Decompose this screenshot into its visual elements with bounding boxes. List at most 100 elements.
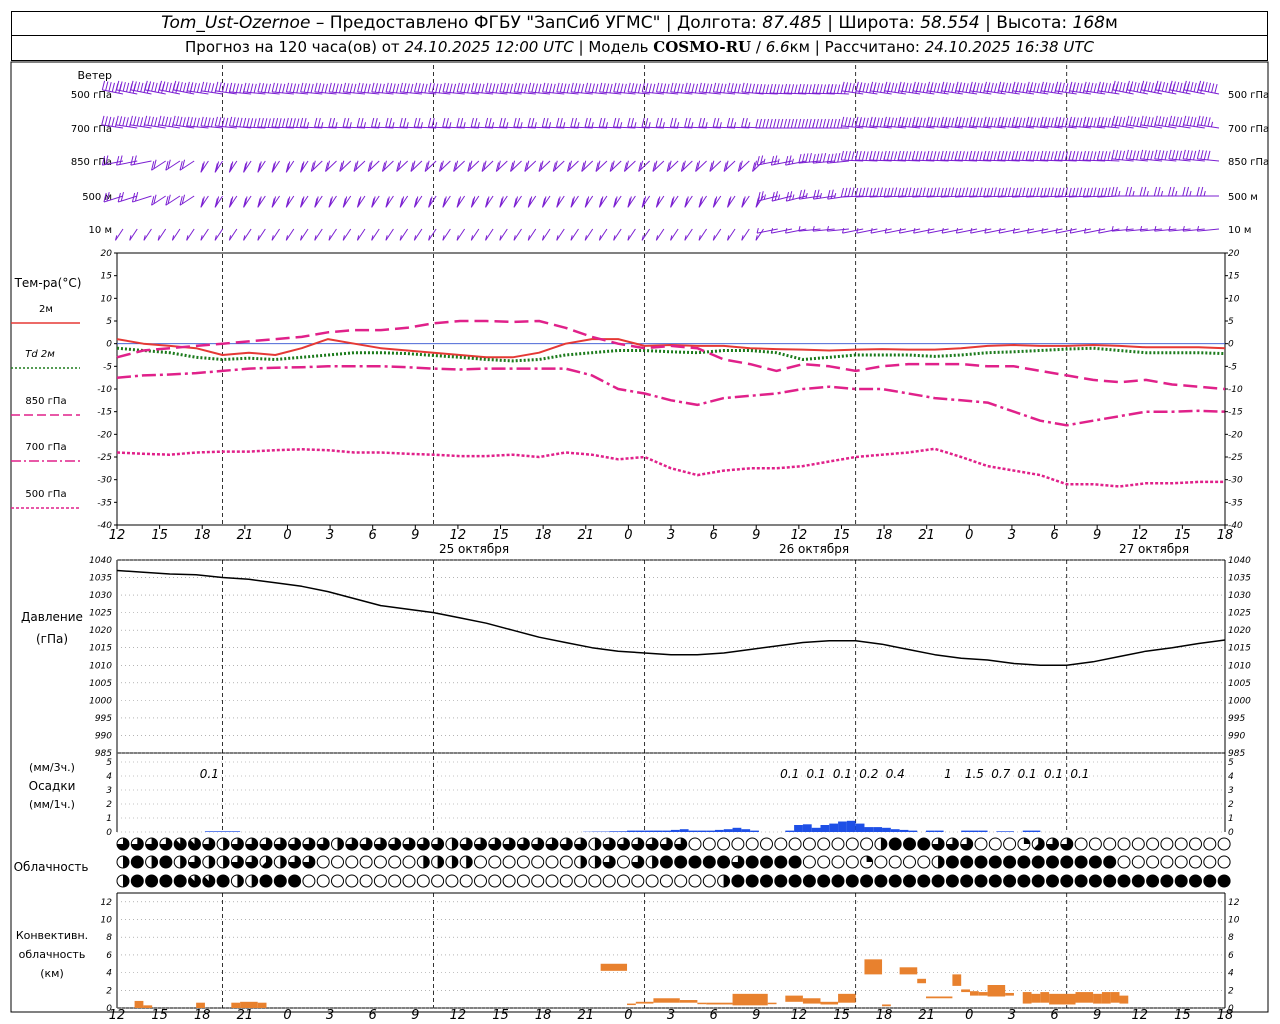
wind-barb: [756, 228, 778, 234]
wind-barb-feather: [1082, 150, 1086, 161]
wind-barb-feather: [915, 187, 919, 198]
wind-barb-feather: [215, 161, 220, 171]
wind-barb-feather: [1107, 117, 1111, 128]
wind-barb-feather: [869, 150, 873, 161]
cloud-fill: [660, 838, 673, 850]
wind-barb-feather: [1140, 80, 1145, 90]
wind-barb-feather: [836, 118, 841, 129]
wind-barb: [556, 117, 579, 129]
wind-barb-feather: [495, 83, 499, 94]
wind-barb-feather: [105, 81, 109, 91]
wind-barb: [1041, 228, 1063, 234]
prec-bar: [609, 831, 619, 832]
wind-barb-feather: [1201, 81, 1205, 91]
wind-barb: [609, 160, 622, 172]
wind-barb-feather: [371, 117, 375, 128]
wind-barb-feather: [356, 117, 361, 128]
wind-barb-feather: [474, 117, 478, 128]
wind-barb: [228, 195, 238, 208]
wind-barb-feather: [730, 117, 734, 128]
wind-barb-feather: [944, 82, 948, 92]
cloud-symbol: [1103, 855, 1117, 869]
wind-barb-feather: [1093, 117, 1097, 128]
wind-barb-feather: [120, 191, 124, 202]
prec-3h-label: 0.2: [859, 767, 878, 781]
wind-barb-feather: [1069, 228, 1072, 234]
wind-barb-staff: [271, 228, 280, 241]
wind-barb-feather: [459, 117, 464, 128]
wind-barb-feather: [1007, 117, 1012, 128]
wind-barb-feather: [1093, 187, 1097, 197]
wind-barb-feather: [1068, 116, 1072, 127]
cloud-circle: [331, 855, 344, 869]
wind-barb: [130, 155, 152, 166]
cloud-symbol: [373, 874, 387, 888]
time-tick-label: 15: [492, 528, 509, 543]
wind-barb-feather: [1103, 151, 1108, 161]
wind-barb-feather: [349, 122, 352, 128]
wind-barb-feather: [752, 162, 756, 172]
cloud-fill: [180, 856, 187, 868]
wind-barb: [243, 195, 252, 208]
wind-barb-feather: [538, 83, 542, 94]
wind-barb: [257, 117, 280, 129]
wind-barb-feather: [271, 235, 274, 241]
cloud-fill: [874, 875, 887, 887]
wind-barb-feather: [950, 151, 955, 161]
wind-barb-feather: [300, 82, 304, 93]
cloud-fill: [274, 838, 287, 850]
cloud-symbol: [1174, 874, 1188, 888]
wind-barb-feather: [218, 117, 222, 127]
wind-barb-feather: [865, 83, 870, 93]
wind-barb-feather: [147, 116, 151, 126]
wind-barb: [428, 82, 451, 95]
wind-barb-staff: [727, 228, 736, 241]
wind-barb-feather: [492, 83, 496, 93]
cloud-symbol: [459, 855, 473, 869]
cloud-circle: [874, 855, 888, 869]
wind-barb-feather: [526, 160, 530, 170]
wind-barb-feather: [499, 82, 503, 93]
wind-barb: [271, 228, 280, 241]
wind-barb-feather: [1054, 81, 1059, 91]
wind-barb-feather: [143, 115, 148, 125]
wind-barb-feather: [865, 187, 869, 197]
wind-barb-feather: [542, 82, 546, 93]
wind-barb: [623, 160, 636, 172]
wind-barb-feather: [926, 116, 930, 127]
wind-barb-feather: [392, 122, 395, 128]
cloud-symbol: [373, 855, 387, 869]
wind-barb-feather: [684, 235, 687, 241]
wind-barb-feather: [165, 161, 169, 171]
wind-barb-feather: [186, 116, 190, 127]
cloud-symbol: [1046, 855, 1059, 869]
wind-barb-feather: [278, 83, 282, 93]
wind-barb-feather: [342, 198, 346, 208]
wind-barb: [356, 228, 366, 241]
wind-barb-feather: [725, 160, 729, 170]
time-tick-label-bottom: 21: [918, 1008, 935, 1023]
wind-barb-feather: [1096, 150, 1101, 161]
wind-barb-feather: [325, 162, 329, 172]
temp-series-line: [116, 447, 1225, 488]
wind-barb-feather: [876, 151, 880, 161]
wind-barb-feather: [1061, 117, 1065, 127]
wind-barb: [300, 82, 323, 95]
wind-barb-staff: [214, 228, 224, 241]
cloud-fill: [960, 838, 973, 850]
pres-ytick-right: 1010: [1228, 661, 1251, 671]
wind-barb: [385, 228, 394, 241]
cloud-fill: [1023, 838, 1030, 844]
cloud-symbol: [445, 874, 459, 888]
wind-barb-feather: [210, 117, 215, 128]
cloud-fill: [731, 856, 744, 868]
cloud-symbol: [516, 837, 530, 851]
wind-barb-feather: [862, 82, 866, 92]
cloud-symbol: [931, 874, 945, 888]
wind-barb-feather: [513, 235, 516, 241]
wind-barb: [481, 160, 494, 172]
temp-ytick: -5: [103, 362, 112, 372]
wind-barb-feather: [862, 117, 866, 127]
wind-barb-staff: [998, 228, 1020, 234]
wind-barb-feather: [879, 151, 883, 161]
